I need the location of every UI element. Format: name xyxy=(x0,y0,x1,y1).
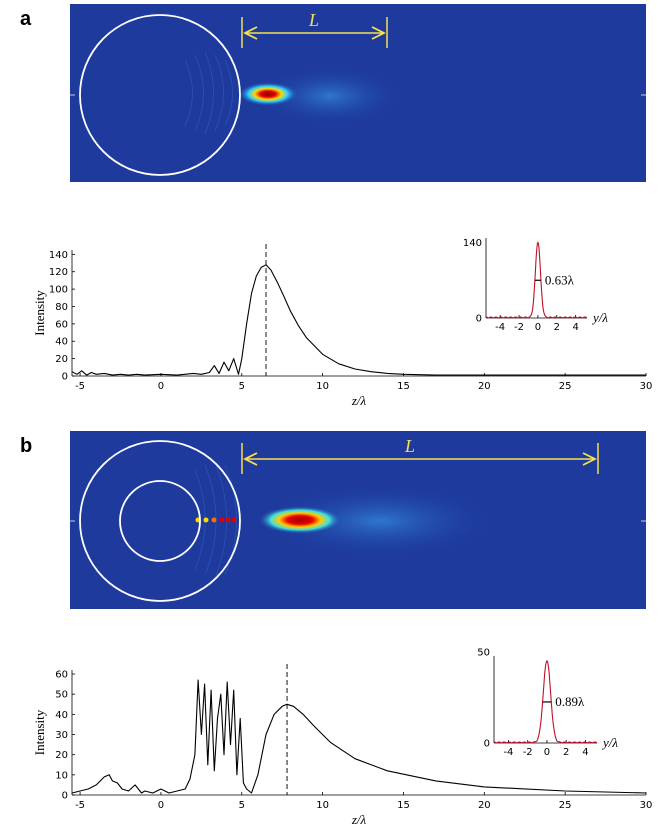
x-tick-label: 15 xyxy=(397,800,410,811)
y-tick-label: 60 xyxy=(55,670,68,681)
x-tick-label: 30 xyxy=(640,800,653,811)
inset-x-tick-label: 0 xyxy=(544,747,550,758)
y-tick-label: 80 xyxy=(55,302,68,313)
length-label-a: L xyxy=(308,10,319,30)
inset-x-tick-label: 4 xyxy=(572,322,578,333)
x-tick-label: 25 xyxy=(559,800,572,811)
y-tick-label: 100 xyxy=(49,285,68,296)
fwhm-label: 0.89λ xyxy=(555,694,585,709)
x-tick-label: 30 xyxy=(640,381,653,392)
y-tick-label: 40 xyxy=(55,710,68,721)
x-tick-label: 15 xyxy=(397,381,410,392)
intensity-series-line xyxy=(71,264,646,376)
y-axis-label: Intensity xyxy=(32,290,47,336)
x-tick-label: 0 xyxy=(158,800,164,811)
x-tick-label: 25 xyxy=(559,381,572,392)
intensity-chart-a: -5 0 5 10 15 20 25 30020406080100120140Intensit… xyxy=(32,238,652,408)
y-tick-label: 10 xyxy=(55,770,68,781)
y-tick-label: 0 xyxy=(62,791,68,802)
inset-x-axis-label: y/λ xyxy=(591,310,608,325)
y-tick-label: 60 xyxy=(55,319,68,330)
inset-x-tick-label: -4 xyxy=(503,747,513,758)
x-tick-label: -5 xyxy=(75,381,85,392)
y-tick-label: 30 xyxy=(55,730,68,741)
field-map-b xyxy=(70,431,646,609)
inset-x-tick-label: 4 xyxy=(582,747,588,758)
x-axis-label: z/λ xyxy=(351,393,367,408)
x-tick-label: 10 xyxy=(316,800,329,811)
hotspots-b xyxy=(195,517,237,523)
x-tick-label: 10 xyxy=(316,381,329,392)
y-tick-label: 120 xyxy=(49,267,68,278)
x-tick-label: 5 xyxy=(239,381,245,392)
x-tick-label: 20 xyxy=(478,800,491,811)
panel-a-label: a xyxy=(20,8,32,30)
intensity-chart-b: -5 0 5 10 15 20 25 300102030405060Intensityz/λ-… xyxy=(32,647,652,827)
inset-x-tick-label: -4 xyxy=(495,322,505,333)
y-tick-label: 50 xyxy=(55,690,68,701)
x-axis-label: z/λ xyxy=(351,812,367,827)
x-tick-label: 20 xyxy=(478,381,491,392)
panel-b-label: b xyxy=(20,435,33,457)
inset-y-tick-label: 0 xyxy=(476,314,482,325)
intensity-series-line xyxy=(71,679,647,794)
length-marker-b: L xyxy=(241,436,599,474)
x-tick-label: 0 xyxy=(158,381,164,392)
inset-x-tick-label: 2 xyxy=(563,747,569,758)
inset-profile-line xyxy=(486,241,588,319)
inset-x-tick-label: -2 xyxy=(514,322,524,333)
y-axis-label: Intensity xyxy=(32,709,47,755)
x-tick-label: -5 xyxy=(75,800,85,811)
inset-x-axis-label: y/λ xyxy=(601,735,618,750)
x-tick-label: 5 xyxy=(239,800,245,811)
fwhm-label: 0.63λ xyxy=(545,272,575,287)
inset-y-tick-label: 0 xyxy=(484,739,490,750)
y-tick-label: 0 xyxy=(62,372,68,383)
y-tick-label: 40 xyxy=(55,337,68,348)
y-tick-label: 20 xyxy=(55,750,68,761)
field-map-a xyxy=(70,4,646,182)
y-tick-label: 20 xyxy=(55,354,68,365)
y-tick-label: 140 xyxy=(49,250,68,261)
inset-profile-line xyxy=(493,660,598,744)
length-marker-a: L xyxy=(241,10,388,48)
inset-x-tick-label: -2 xyxy=(523,747,533,758)
inset-y-tick-label: 140 xyxy=(463,238,482,249)
inset-x-tick-label: 0 xyxy=(535,322,541,333)
inset-x-tick-label: 2 xyxy=(554,322,560,333)
length-label-b: L xyxy=(404,436,415,456)
inset-y-tick-label: 50 xyxy=(477,647,490,658)
